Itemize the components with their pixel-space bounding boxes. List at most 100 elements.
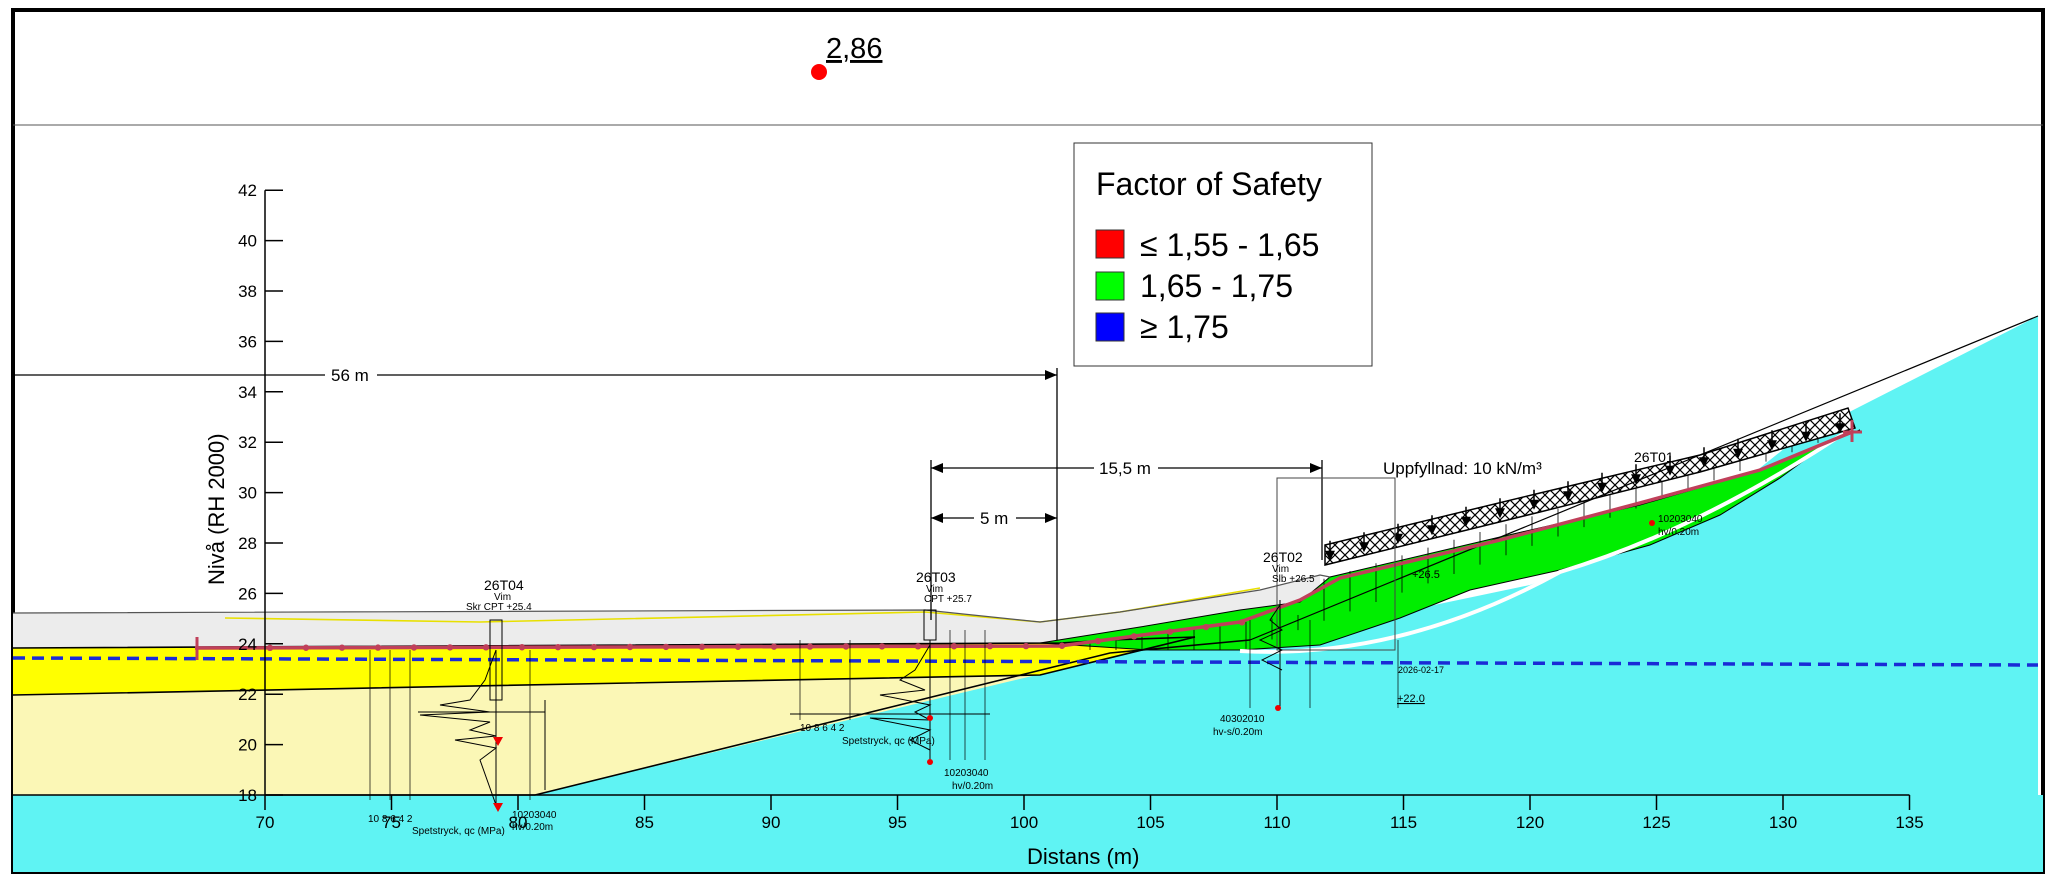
slip-node	[734, 643, 742, 650]
slip-node	[410, 644, 418, 651]
slip-surface-nodes	[266, 619, 1246, 652]
slip-surface-arc	[1239, 426, 1854, 654]
sand-dark-layer	[13, 637, 1195, 695]
borehole-box-t02	[1276, 477, 1396, 651]
borehole-t04-cpt: Skr CPT +25.4	[466, 602, 532, 613]
y-tick-label: 20	[238, 736, 257, 755]
x-tick-label: 115	[1390, 813, 1417, 832]
slip-node	[554, 643, 562, 651]
cpt-profile-t03	[790, 609, 990, 762]
x-tick-label: 120	[1516, 813, 1544, 832]
red-probe-markers	[493, 520, 1655, 812]
y-axis-label: Nivå (RH 2000)	[204, 433, 229, 585]
slip-node	[770, 643, 778, 650]
legend-swatch-red	[1095, 229, 1125, 259]
x-tick-label: 80	[509, 813, 528, 832]
slip-end-markers	[195, 420, 1862, 660]
dim-5-bg	[974, 508, 1016, 528]
t04-hv2: hv/0.20m	[512, 822, 553, 833]
x-tick-label: 90	[762, 813, 781, 832]
borehole-t03-method: Vim	[926, 584, 943, 595]
t03-hv2: hv/0.20m	[952, 781, 993, 792]
y-tick-label: 36	[238, 332, 257, 351]
y-tick-label: 40	[238, 232, 257, 251]
load-arrow-head	[1427, 525, 1437, 536]
embankment-load-hatch	[1324, 407, 1856, 566]
x-tick-label: 135	[1895, 813, 1923, 832]
y-tick-label: 34	[238, 383, 257, 402]
slip-node	[1094, 637, 1102, 645]
bedrock-cyan	[535, 316, 2038, 795]
slip-node	[590, 643, 598, 651]
x-tick-label: 110	[1263, 813, 1290, 832]
slip-node	[1058, 642, 1066, 649]
load-arrow-head	[1801, 431, 1811, 442]
load-label: Uppfyllnad: 10 kN/m³	[1383, 459, 1542, 478]
y-tick-label: 38	[238, 282, 257, 301]
x-axis: 70 75 80 85 90 95 100 105 110 115 120 125 130 135	[256, 794, 1924, 832]
legend-label-blue: ≥ 1,75	[1140, 309, 1229, 345]
slip-node	[1238, 619, 1246, 626]
borehole-t02-method: Vim	[1272, 564, 1289, 575]
slip-node	[482, 644, 490, 651]
legend-label-green: 1,65 - 1,75	[1140, 268, 1293, 304]
load-arrow-head	[1699, 457, 1709, 468]
cpt-profile-t02	[1258, 600, 1284, 708]
fos-marker-dot	[811, 64, 827, 80]
slip-node	[1166, 628, 1174, 635]
slip-node	[950, 643, 958, 650]
load-arrow-head	[1767, 440, 1777, 451]
slip-node	[878, 643, 886, 650]
slip-node	[914, 643, 922, 650]
y-tick-label: 18	[238, 786, 257, 805]
x-tick-label: 85	[635, 813, 654, 832]
borehole-t02-id: 26T02	[1263, 549, 1303, 565]
slip-node	[626, 643, 634, 651]
slip-node	[302, 644, 310, 651]
slip-surface-line	[194, 430, 1853, 650]
load-arrow-head	[1529, 499, 1539, 510]
slip-node	[1022, 642, 1030, 650]
y-tick-label: 28	[238, 534, 257, 553]
slip-node	[806, 643, 814, 650]
x-tick-label: 75	[382, 813, 401, 832]
fill-grey-layer	[13, 575, 1320, 648]
t03-hv: 10203040	[944, 768, 989, 779]
fos-legend: Factor of Safety ≤ 1,55 - 1,65 1,65 - 1,…	[1073, 142, 1373, 367]
dim-15-5m: 15,5 m	[1099, 459, 1151, 478]
load-arrow-head	[1733, 448, 1743, 459]
dimension-arrowheads	[931, 370, 1322, 523]
level-220: +22.0	[1397, 693, 1425, 705]
t01-hv2: hv/0.20m	[1658, 527, 1699, 538]
slip-node	[986, 642, 994, 650]
groundwater-level	[12, 656, 2039, 667]
vertical-sounding-lines	[369, 620, 1399, 800]
legend-title: Factor of Safety	[1096, 166, 1322, 202]
t02-hv2: hv-s/0.20m	[1213, 727, 1262, 738]
x-axis-label: Distans (m)	[1027, 844, 1139, 869]
y-tick-label: 22	[238, 685, 257, 704]
water-zone	[13, 795, 2043, 872]
legend-swatch-green	[1095, 271, 1125, 301]
slip-node	[698, 643, 706, 651]
slip-node	[446, 644, 454, 651]
y-tick-label: 26	[238, 584, 257, 603]
y-tick-label: 30	[238, 484, 257, 503]
level-265: +26.5	[1412, 569, 1440, 581]
slip-node	[266, 644, 274, 652]
x-tick-label: 105	[1136, 813, 1164, 832]
t01-hv: 10203040	[1658, 514, 1703, 525]
y-axis: 18 20 22 24 26 28 30 32 34 36 38 40 42	[238, 181, 283, 805]
load-arrow-head	[1835, 423, 1845, 434]
borehole-t04-id: 26T04	[484, 577, 524, 593]
legend-label-red: ≤ 1,55 - 1,65	[1140, 227, 1319, 263]
t04-scale: 10 8 6 4 2	[368, 814, 413, 825]
slip-node	[518, 644, 526, 651]
borehole-t02-cpt: Slb +26.5	[1272, 574, 1315, 585]
x-tick-label: 125	[1642, 813, 1670, 832]
sand-light-layer	[13, 637, 1195, 795]
x-tick-label: 100	[1010, 813, 1038, 832]
load-arrow-head	[1325, 550, 1335, 561]
